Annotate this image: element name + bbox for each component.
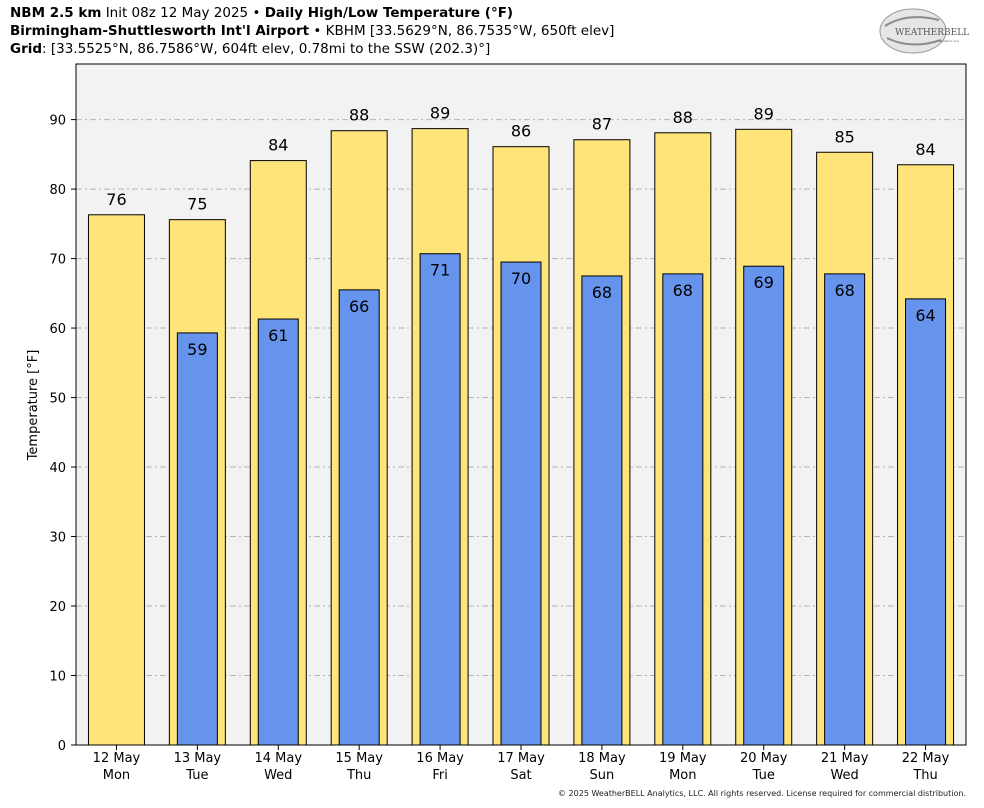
logo-subtext: Analytics LLC (939, 39, 959, 43)
station-info: KBHM [33.5629°N, 86.7535°W, 650ft elev] (325, 23, 615, 39)
high-temp-label: 88 (349, 106, 369, 125)
high-temp-label: 86 (511, 122, 531, 141)
title-line: NBM 2.5 km Init 08z 12 May 2025 • Daily … (10, 5, 513, 22)
x-tick-label-day: Thu (346, 768, 371, 783)
logo-text: WEATHERBELL (895, 28, 969, 38)
grid-info: : [33.5525°N, 86.7586°W, 604ft elev, 0.7… (42, 41, 491, 57)
product-name: Daily High/Low Temperature (°F) (264, 5, 514, 21)
y-tick-label: 80 (49, 183, 66, 198)
x-tick-label-date: 17 May (497, 751, 545, 766)
station-name: Birmingham-Shuttlesworth Int'l Airport (10, 23, 310, 39)
grid-line: Grid: [33.5525°N, 86.7586°W, 604ft elev,… (10, 41, 490, 58)
low-temp-bar (257, 318, 299, 746)
bars: 76 75 59 84 61 88 66 89 71 86 70 87 68 88 68 89 69 85 68 84… (87, 104, 955, 746)
low-temp-label: 64 (915, 306, 935, 325)
y-tick-label: 90 (49, 114, 66, 129)
x-tick-label-day: Thu (912, 768, 937, 783)
separator: • (313, 23, 322, 39)
low-temp-label: 71 (430, 261, 450, 280)
low-temp-bar (500, 261, 542, 746)
low-temp-label: 70 (511, 269, 531, 288)
axes: 0 10 20 30 40 50 60 70 80 90 12 May Mon 13 May Tue 14 … (49, 114, 949, 783)
high-temp-label: 84 (915, 140, 935, 159)
x-tick-label-date: 19 May (659, 751, 707, 766)
high-temp-label: 87 (592, 115, 612, 134)
separator: • (252, 5, 261, 21)
low-temp-bar (419, 253, 461, 746)
y-axis-label: Temperature [°F] (26, 350, 41, 462)
low-temp-bar (176, 332, 218, 746)
x-tick-label-date: 22 May (902, 751, 950, 766)
grid-label: Grid (10, 41, 43, 57)
x-tick-label-date: 14 May (254, 751, 302, 766)
high-temp-bar (87, 214, 145, 746)
x-tick-label-date: 18 May (578, 751, 626, 766)
low-temp-bar (662, 273, 704, 746)
high-temp-label: 76 (106, 190, 126, 209)
low-temp-label: 66 (349, 297, 369, 316)
init-time: Init 08z 12 May 2025 (105, 5, 249, 21)
y-tick-label: 70 (49, 253, 66, 268)
y-tick-label: 10 (49, 670, 66, 685)
x-tick-label-day: Fri (432, 768, 448, 783)
y-tick-label: 20 (49, 600, 66, 615)
x-tick-label-day: Tue (752, 768, 775, 783)
x-tick-label-day: Wed (830, 768, 858, 783)
high-temp-label: 88 (673, 108, 693, 127)
y-tick-label: 50 (49, 392, 66, 407)
x-tick-label-date: 13 May (174, 751, 222, 766)
x-tick-label-date: 21 May (821, 751, 869, 766)
low-temp-label: 61 (268, 326, 288, 345)
x-tick-label-day: Mon (103, 768, 130, 783)
low-temp-label: 68 (673, 281, 693, 300)
low-temp-label: 68 (834, 281, 854, 300)
low-temp-bar (338, 289, 380, 746)
high-temp-label: 89 (754, 104, 774, 123)
low-temp-bar (824, 273, 866, 746)
x-tick-label-day: Tue (185, 768, 208, 783)
high-temp-label: 75 (187, 195, 207, 214)
low-temp-label: 69 (754, 273, 774, 292)
x-tick-label-date: 16 May (416, 751, 464, 766)
high-temp-label: 89 (430, 104, 450, 123)
y-tick-label: 40 (49, 461, 66, 476)
y-tick-label: 30 (49, 531, 66, 546)
high-temp-label: 85 (834, 127, 854, 146)
y-tick-label: 60 (49, 322, 66, 337)
x-tick-label-day: Mon (669, 768, 696, 783)
station-line: Birmingham-Shuttlesworth Int'l Airport •… (10, 23, 614, 40)
y-tick-label: 0 (58, 739, 66, 754)
x-tick-label-date: 20 May (740, 751, 788, 766)
low-temp-bar (581, 275, 623, 746)
high-temp-label: 84 (268, 136, 288, 155)
weatherbell-logo: WEATHERBELL Analytics LLC (879, 8, 969, 54)
low-temp-bar (905, 298, 947, 746)
copyright-footer: © 2025 WeatherBELL Analytics, LLC. All r… (558, 789, 966, 798)
low-temp-label: 68 (592, 283, 612, 302)
x-tick-label-date: 12 May (93, 751, 141, 766)
low-temp-bar (743, 265, 785, 746)
low-temp-label: 59 (187, 340, 207, 359)
x-tick-label-day: Sun (590, 768, 615, 783)
x-tick-label-day: Sat (510, 768, 531, 783)
x-tick-label-day: Wed (264, 768, 292, 783)
model-name: NBM 2.5 km (10, 5, 102, 21)
x-tick-label-date: 15 May (335, 751, 383, 766)
